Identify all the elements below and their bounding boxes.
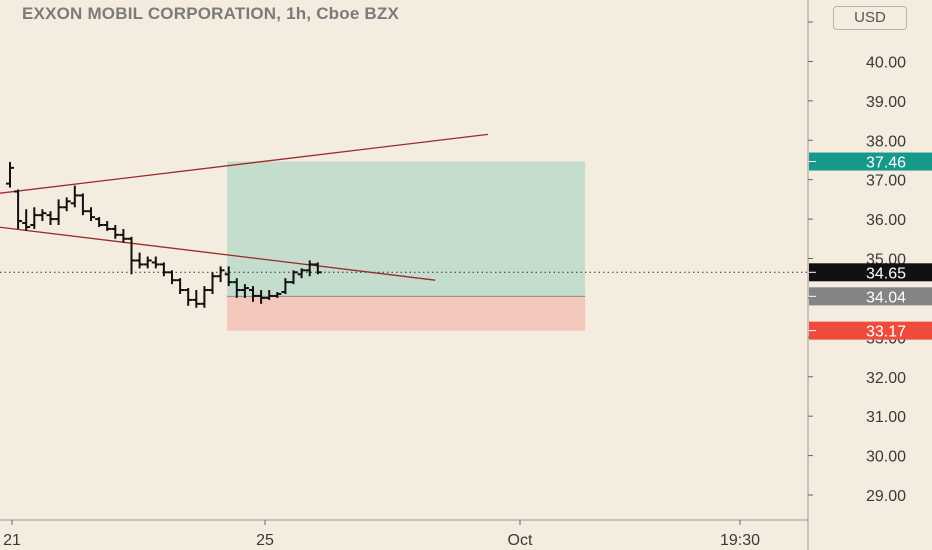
ohlc-bar	[273, 292, 282, 298]
chart-title: EXXON MOBIL CORPORATION, 1h, Cboe BZX	[22, 4, 400, 23]
ohlc-bar	[176, 278, 185, 294]
ohlc-bar	[232, 278, 241, 298]
ohlc-bar	[143, 256, 152, 269]
trendlines	[0, 133, 488, 281]
ohlc-bar	[249, 286, 257, 302]
ohlc-bar	[297, 268, 306, 279]
ohlc-bar	[70, 185, 79, 208]
price-badge-label: 33.17	[866, 324, 906, 341]
price-badge-entry: 34.04	[809, 287, 932, 306]
ohlc-bar	[119, 228, 128, 243]
trendline-upper-channel	[0, 133, 488, 194]
price-tick-label: 32.00	[866, 370, 906, 387]
price-tick-label: 29.00	[866, 488, 906, 505]
ohlc-bar	[216, 266, 225, 283]
time-tick-label: 19:30	[720, 532, 760, 549]
ohlc-bar	[281, 278, 290, 294]
time-tick-label: 21	[3, 532, 21, 549]
price-badge-label: 34.04	[866, 289, 906, 306]
ohlc-bar	[135, 252, 144, 269]
currency-button[interactable]: USD	[833, 6, 907, 30]
price-badge-bg	[809, 321, 932, 340]
price-tick-label: 30.00	[866, 449, 906, 466]
price-tick-label: 38.00	[866, 133, 906, 150]
ohlc-bar	[62, 197, 71, 212]
ohlc-bar	[127, 236, 136, 275]
ohlc-bar	[184, 288, 193, 306]
price-badge-stop: 33.17	[809, 321, 932, 341]
ohlc-bar	[14, 189, 23, 229]
ohlc-bar	[224, 266, 233, 287]
profit-zone	[227, 161, 586, 297]
time-axis[interactable]: 21 25 Oct 19:30	[0, 519, 808, 549]
price-tick-label: 39.00	[866, 94, 906, 111]
time-tick-label: Oct	[508, 532, 533, 549]
ohlc-bar	[111, 224, 120, 239]
price-badge-target: 37.46	[809, 152, 932, 172]
price-tick-label: 36.00	[866, 212, 906, 229]
price-tick-label: 37.00	[866, 173, 906, 190]
ohlc-bar	[265, 290, 274, 300]
ohlc-bar	[22, 209, 31, 231]
ohlc-bar	[313, 262, 322, 275]
price-badge-bg	[809, 263, 932, 282]
ohlc-bar	[208, 272, 217, 294]
ohlc-bar	[103, 221, 112, 231]
position-zones	[0, 161, 808, 331]
ohlc-bar	[78, 193, 87, 216]
ohlc-bar	[95, 217, 104, 227]
ohlc-bar	[6, 161, 14, 188]
ohlc-bar	[200, 286, 209, 308]
ohlc-bars	[6, 161, 322, 308]
ohlc-bar	[159, 262, 168, 277]
price-badge-bg	[809, 287, 932, 306]
loss-zone	[227, 296, 586, 331]
ohlc-bar	[87, 207, 95, 222]
ohlc-bar	[30, 207, 39, 229]
ohlc-bar	[240, 284, 249, 298]
ohlc-bar	[168, 270, 176, 285]
ohlc-bar	[46, 211, 55, 225]
price-badge-label: 34.65	[866, 265, 906, 282]
trendline-lower-channel	[0, 226, 436, 281]
time-tick-label: 25	[256, 532, 274, 549]
price-badge-bg	[809, 152, 932, 171]
ohlc-bar	[257, 290, 266, 304]
price-tick-label: 40.00	[866, 54, 906, 71]
ohlc-bar	[151, 256, 160, 269]
ohlc-bar	[305, 260, 314, 277]
ohlc-bar	[192, 290, 201, 308]
ohlc-bar	[54, 199, 63, 225]
price-badge-current: 34.65	[809, 263, 932, 282]
ohlc-bar	[38, 209, 47, 222]
price-badge-label: 37.46	[866, 155, 906, 172]
price-tick-label: 31.00	[866, 409, 906, 426]
price-badges: 37.46 34.65 34.04 33.17	[809, 152, 932, 341]
ohlc-bar	[289, 270, 298, 285]
